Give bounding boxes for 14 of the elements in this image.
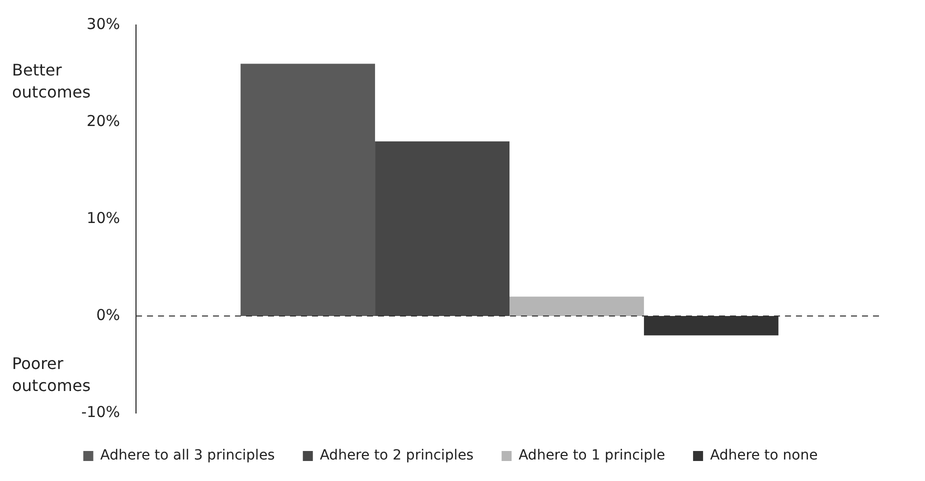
legend-label: Adhere to 1 principle	[518, 448, 666, 464]
y-tick-label: 10%	[86, 208, 120, 227]
legend-label: Adhere to all 3 principles	[100, 448, 275, 464]
y-tick-label: 20%	[86, 112, 120, 130]
text: Better outcomes	[12, 60, 91, 102]
y-tick-label: 30%	[86, 14, 120, 33]
legend-label: Adhere to none	[710, 448, 818, 464]
bar	[375, 141, 510, 316]
bar	[240, 64, 376, 316]
y-tick-label: -10%	[81, 402, 120, 421]
legend-label: Adhere to 2 principles	[320, 448, 474, 464]
y-tick-label: 0%	[96, 306, 120, 324]
text: Poorer outcomes	[12, 354, 91, 396]
bar	[510, 296, 644, 316]
